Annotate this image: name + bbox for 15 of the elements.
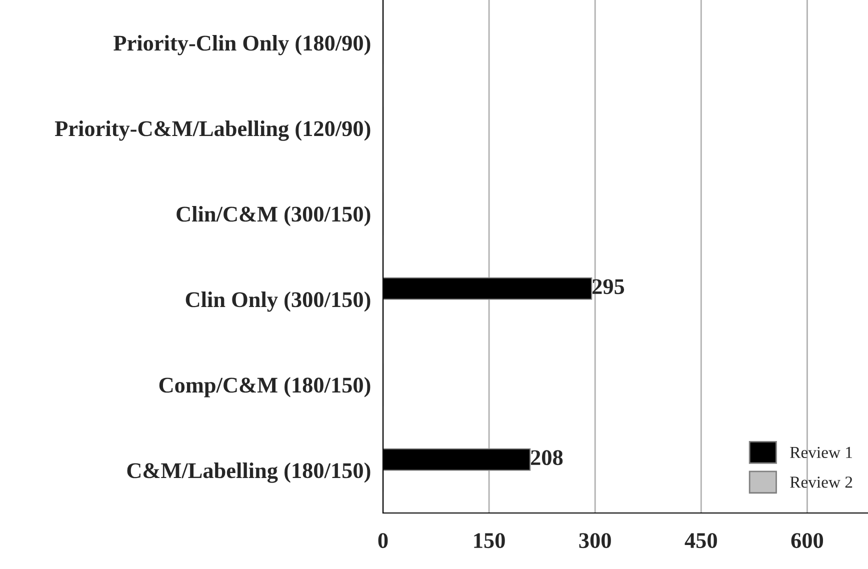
x-tick-label: 300 [579,533,611,548]
y-tick-label: Priority-Clin Only (180/90) [114,35,370,56]
y-tick-label: Priority-C&M/Labelling (120/90) [54,120,370,141]
x-tick-label: 150 [474,533,505,548]
y-tick-label: Comp/C&M (180/150) [159,377,370,398]
x-tick-label: 600 [791,533,824,548]
y-tick-label: C&M/Labelling (180/150) [127,462,370,483]
data-label: 295 [592,279,624,294]
x-tick-label: 0 [378,533,388,548]
legend-label: Review 2 [790,476,852,488]
y-tick-label: Clin/C&M (300/150) [176,206,370,226]
data-label: 208 [530,450,563,466]
x-tick-label: 450 [684,533,717,548]
legend-label: Review 1 [790,446,852,458]
y-tick-label: Clin Only (300/150) [186,292,370,312]
